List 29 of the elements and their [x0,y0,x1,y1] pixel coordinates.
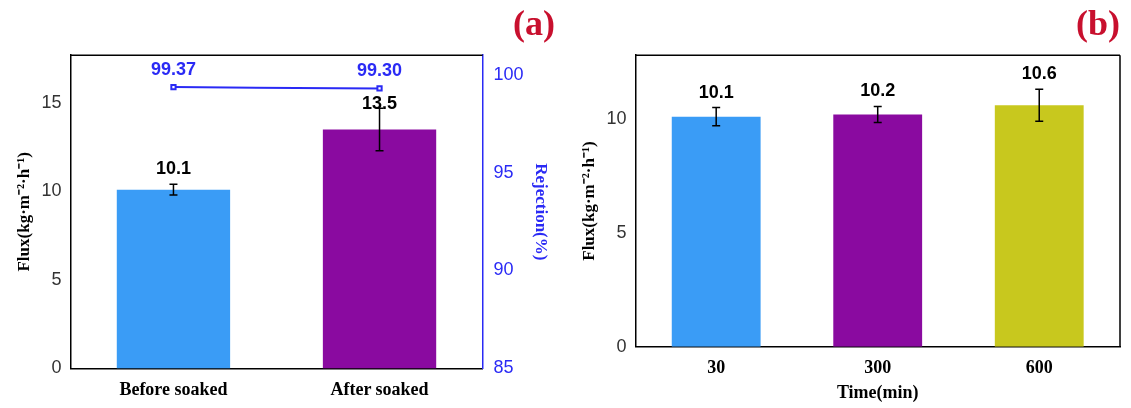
y-tick-label: 0 [616,335,627,356]
y-tick-label: 5 [616,221,627,242]
x-tick-label: Before soaked [119,378,228,399]
data-label: 99.30 [357,60,403,81]
y-tick-label: 5 [51,268,62,289]
y-tick-label: 15 [41,91,62,112]
x-tick-label: After soaked [330,378,429,399]
data-label: 10.2 [860,80,896,101]
x-tick-label: 300 [864,357,892,378]
data-label: 10.6 [1021,63,1057,84]
y-axis-title: Flux(kg·m⁻²·h⁻¹) [578,141,598,261]
y2-tick-label: 85 [493,357,514,378]
y-tick-label: 10 [41,180,62,201]
data-label: 10.1 [155,158,191,179]
y-tick-label: 0 [51,357,62,378]
y2-tick-label: 100 [493,63,524,84]
x-tick-label: 30 [707,357,726,378]
x-axis-title: Time(min) [836,381,919,403]
chart-title: (a) [513,2,555,43]
x-tick-label: 600 [1025,357,1053,378]
data-label: 99.37 [150,59,196,80]
y-tick-label: 10 [606,107,627,128]
y2-axis-title: Rejection(%) [532,163,552,261]
data-label: 13.5 [362,93,398,114]
y-axis-title: Flux(kg·m⁻²·h⁻¹) [13,152,33,272]
chart-title: (b) [1076,2,1120,43]
y2-tick-label: 90 [493,259,514,280]
y2-tick-label: 95 [493,161,514,182]
data-label: 10.1 [698,81,734,102]
